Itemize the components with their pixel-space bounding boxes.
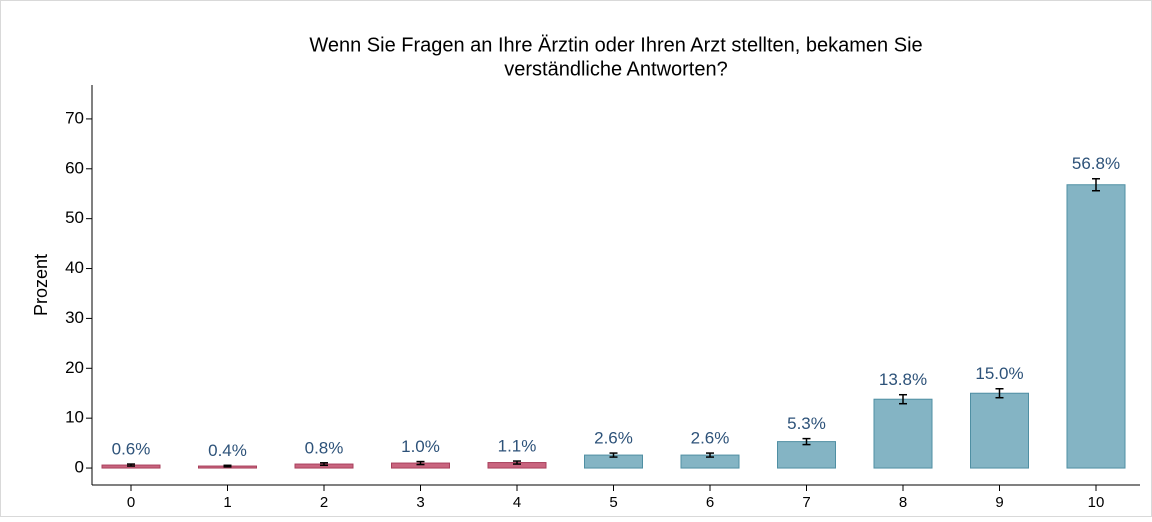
- chart-title: verständliche Antworten?: [504, 58, 727, 80]
- x-tick-label: 3: [416, 494, 424, 511]
- y-tick-label: 30: [65, 308, 84, 327]
- value-label: 0.4%: [208, 441, 247, 460]
- x-tick-label: 10: [1088, 494, 1105, 511]
- bar: [970, 392, 1029, 469]
- y-tick-label: 0: [75, 458, 84, 477]
- x-tick-label: 4: [513, 494, 521, 511]
- x-tick-label: 7: [802, 494, 810, 511]
- bar: [777, 441, 836, 469]
- y-tick-label: 10: [65, 408, 84, 427]
- x-tick-label: 5: [609, 494, 617, 511]
- x-tick-label: 8: [899, 494, 907, 511]
- value-label: 2.6%: [691, 429, 730, 448]
- y-tick-label: 20: [65, 358, 84, 377]
- x-tick-label: 2: [320, 494, 328, 511]
- y-tick-label: 60: [65, 158, 84, 177]
- y-axis-label: Prozent: [31, 254, 51, 316]
- bar: [873, 398, 933, 469]
- value-label: 56.8%: [1072, 154, 1120, 173]
- value-label: 1.1%: [498, 437, 537, 456]
- value-label: 2.6%: [594, 429, 633, 448]
- x-tick-label: 1: [223, 494, 231, 511]
- value-label: 15.0%: [975, 364, 1023, 383]
- value-label: 0.8%: [305, 438, 344, 457]
- value-label: 1.0%: [401, 437, 440, 456]
- bar: [1066, 184, 1126, 469]
- x-tick-label: 6: [706, 494, 714, 511]
- value-label: 13.8%: [879, 370, 927, 389]
- x-tick-label: 9: [995, 494, 1003, 511]
- value-label: 5.3%: [787, 414, 826, 433]
- value-label: 0.6%: [112, 440, 151, 459]
- y-tick-label: 40: [65, 258, 84, 277]
- x-tick-label: 0: [127, 494, 135, 511]
- chart-title: Wenn Sie Fragen an Ihre Ärztin oder Ihre…: [309, 34, 922, 56]
- y-tick-label: 70: [65, 108, 84, 127]
- y-tick-label: 50: [65, 208, 84, 227]
